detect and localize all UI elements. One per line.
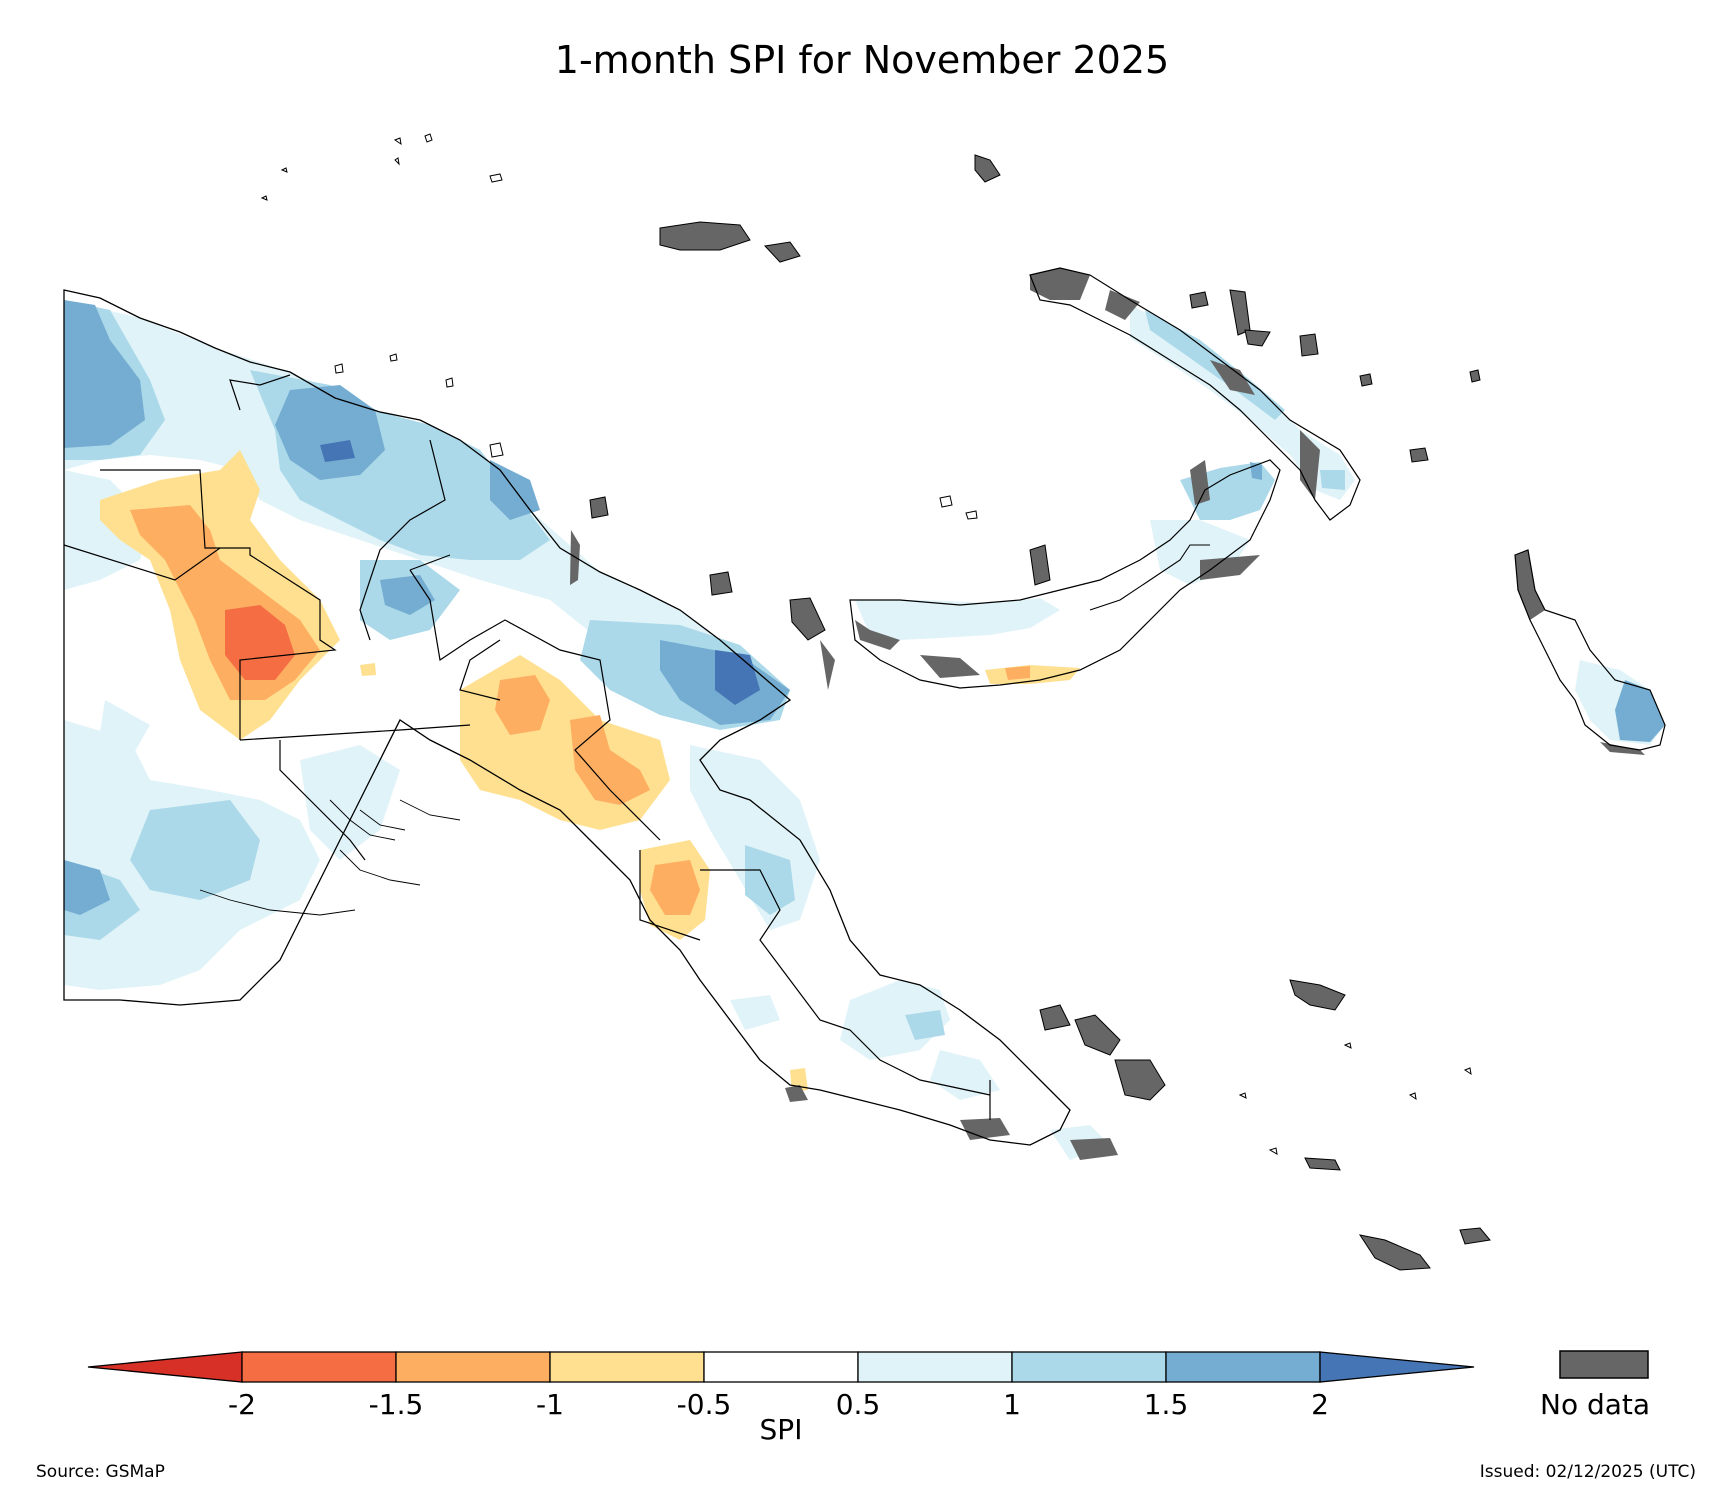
colorbar-tick-label: -1.5 — [368, 1388, 424, 1421]
colorbar-bin — [1011, 1351, 1167, 1383]
colorbar-tick-label: 2 — [1311, 1388, 1329, 1421]
map-title: 1-month SPI for November 2025 — [554, 38, 1170, 82]
colorbar-bin — [549, 1351, 705, 1383]
colorbar-tick-label: -2 — [228, 1388, 256, 1421]
source-text: Source: GSMaP — [36, 1462, 165, 1482]
new-britain — [849, 459, 1281, 689]
mainland-coastline — [63, 289, 1071, 1146]
new-ireland — [1029, 267, 1361, 521]
colorbar-bin — [703, 1351, 859, 1383]
bougainville — [1514, 549, 1666, 755]
river-delta — [199, 799, 461, 916]
colorbar-tick-label: -0.5 — [676, 1388, 732, 1421]
colorbar-bin — [395, 1351, 551, 1383]
province-boundaries — [63, 374, 991, 1120]
colorbar-tick-label: -1 — [536, 1388, 564, 1421]
colorbar-extend-low — [87, 1351, 243, 1383]
colorbar-bin — [241, 1351, 397, 1383]
colorbar-extend-high — [1319, 1351, 1475, 1383]
islands-no-data — [589, 154, 1491, 1271]
no-data-swatch — [1559, 1350, 1649, 1379]
colorbar-bin — [1165, 1351, 1321, 1383]
colorbar-tick-label: 0.5 — [835, 1388, 881, 1421]
colorbar-bin — [857, 1351, 1013, 1383]
colorbar-tick-label: 1.5 — [1143, 1388, 1189, 1421]
small-islands — [260, 133, 1472, 1155]
issued-text: Issued: 02/12/2025 (UTC) — [1479, 1462, 1696, 1482]
colorbar — [87, 1351, 1475, 1383]
colorbar-tick-label: 1 — [1003, 1388, 1021, 1421]
colorbar-label: SPI — [759, 1413, 803, 1446]
mainland — [63, 289, 1118, 1160]
no-data-label: No data — [1540, 1388, 1651, 1421]
